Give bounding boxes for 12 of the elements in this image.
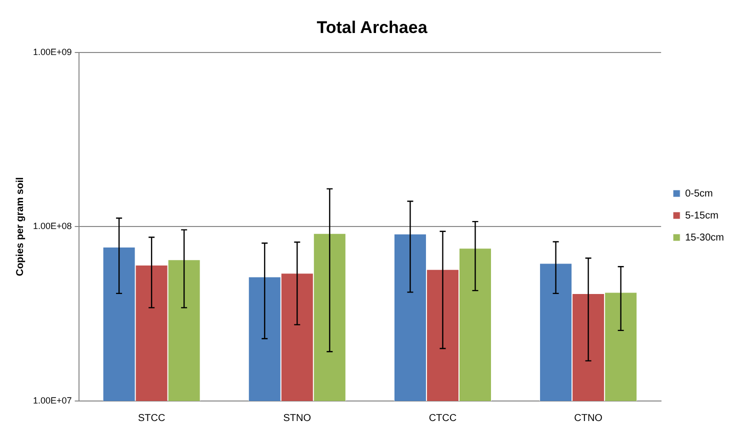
legend-label: 5-15cm [685, 210, 718, 222]
x-tick-label: CTNO [574, 412, 603, 424]
x-tick-label: STCC [138, 412, 166, 424]
legend-label: 0-5cm [685, 188, 713, 200]
x-tick-label: STNO [283, 412, 312, 424]
y-tick-label: 1.00E+08 [32, 221, 72, 232]
y-axis-title: Copies per gram soil [14, 177, 26, 276]
y-tick-label: 1.00E+07 [32, 395, 72, 406]
legend-label: 15-30cm [685, 232, 724, 244]
x-tick-label: CTCC [428, 412, 457, 424]
chart-title: Total Archaea [316, 18, 428, 37]
y-tick-label: 1.00E+09 [32, 46, 72, 57]
